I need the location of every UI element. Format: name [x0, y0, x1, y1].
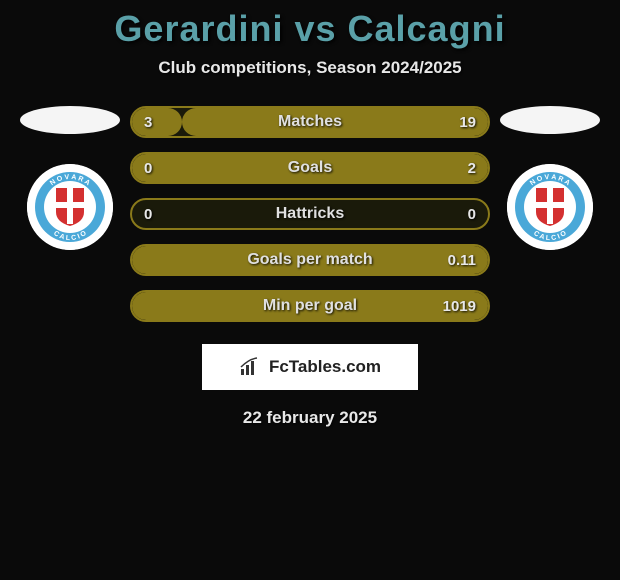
- stat-bar: Min per goal 1019: [130, 290, 490, 322]
- club-badge-right: N O V A R A C A L C I O: [507, 164, 593, 250]
- fctables-logo: FcTables.com: [202, 344, 418, 390]
- stat-fill-left: [132, 108, 182, 136]
- left-player-col: N O V A R A C A L C I O: [10, 106, 130, 250]
- bar-chart-icon: [239, 357, 263, 377]
- stat-value-left: 3: [144, 114, 152, 131]
- stat-bar: 0 Hattricks 0: [130, 198, 490, 230]
- stat-label: Goals: [288, 159, 332, 177]
- logo-text: FcTables.com: [269, 357, 381, 377]
- stat-bar: 0 Goals 2: [130, 152, 490, 184]
- subtitle: Club competitions, Season 2024/2025: [0, 58, 620, 78]
- stat-value-right: 19: [459, 114, 476, 131]
- stat-value-right: 2: [468, 160, 476, 177]
- stat-bar: 3 Matches 19: [130, 106, 490, 138]
- stat-value-left: 0: [144, 206, 152, 223]
- date-line: 22 february 2025: [0, 408, 620, 428]
- stats-column: 3 Matches 19 0 Goals 2 0 Hattricks 0 Goals per ma…: [130, 106, 490, 336]
- stat-label: Goals per match: [247, 251, 372, 269]
- stat-bar: Goals per match 0.11: [130, 244, 490, 276]
- player-silhouette-right: [500, 106, 600, 134]
- player-silhouette-left: [20, 106, 120, 134]
- stat-value-left: 0: [144, 160, 152, 177]
- stat-value-right: 0: [468, 206, 476, 223]
- page-title: Gerardini vs Calcagni: [0, 8, 620, 50]
- stat-label: Matches: [278, 113, 342, 131]
- stat-value-right: 1019: [443, 298, 476, 315]
- stat-label: Hattricks: [276, 205, 344, 223]
- right-player-col: N O V A R A C A L C I O: [490, 106, 610, 250]
- main-row: N O V A R A C A L C I O 3 Matches 19 0 Goals…: [0, 106, 620, 336]
- novara-badge-icon: N O V A R A C A L C I O: [27, 164, 113, 250]
- stat-label: Min per goal: [263, 297, 357, 315]
- stat-value-right: 0.11: [448, 252, 476, 269]
- club-badge-left: N O V A R A C A L C I O: [27, 164, 113, 250]
- comparison-card: Gerardini vs Calcagni Club competitions,…: [0, 0, 620, 428]
- novara-badge-icon: N O V A R A C A L C I O: [507, 164, 593, 250]
